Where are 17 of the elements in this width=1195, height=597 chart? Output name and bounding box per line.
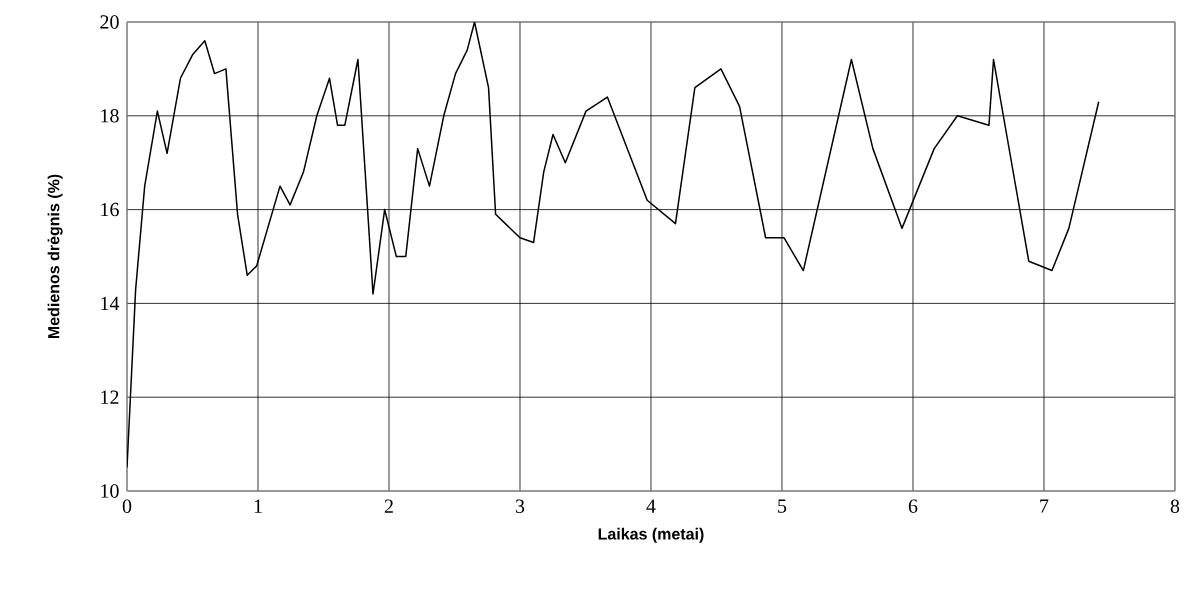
x-tick-label: 4 bbox=[646, 499, 656, 513]
x-tick-label: 1 bbox=[254, 499, 262, 513]
x-tick-label: 7 bbox=[1040, 499, 1049, 513]
y-tick-label: 16 bbox=[101, 202, 119, 217]
y-tick-label: 10 bbox=[101, 484, 119, 498]
y-tick-label: 20 bbox=[100, 15, 119, 29]
y-tick-label: 18 bbox=[101, 109, 119, 123]
x-tick-label: 8 bbox=[1170, 499, 1180, 514]
y-axis-title: Medienos drėgnis (%) bbox=[47, 174, 63, 339]
x-axis-title: Laikas (metai) bbox=[598, 527, 704, 543]
x-tick-label: 2 bbox=[384, 499, 393, 513]
x-tick-label: 6 bbox=[908, 499, 918, 513]
x-tick-label: 0 bbox=[122, 499, 132, 514]
x-tick-label: 3 bbox=[515, 499, 525, 513]
y-tick-label: 14 bbox=[101, 296, 120, 310]
y-tick-label: 12 bbox=[101, 390, 119, 404]
x-tick-label: 5 bbox=[778, 499, 787, 513]
